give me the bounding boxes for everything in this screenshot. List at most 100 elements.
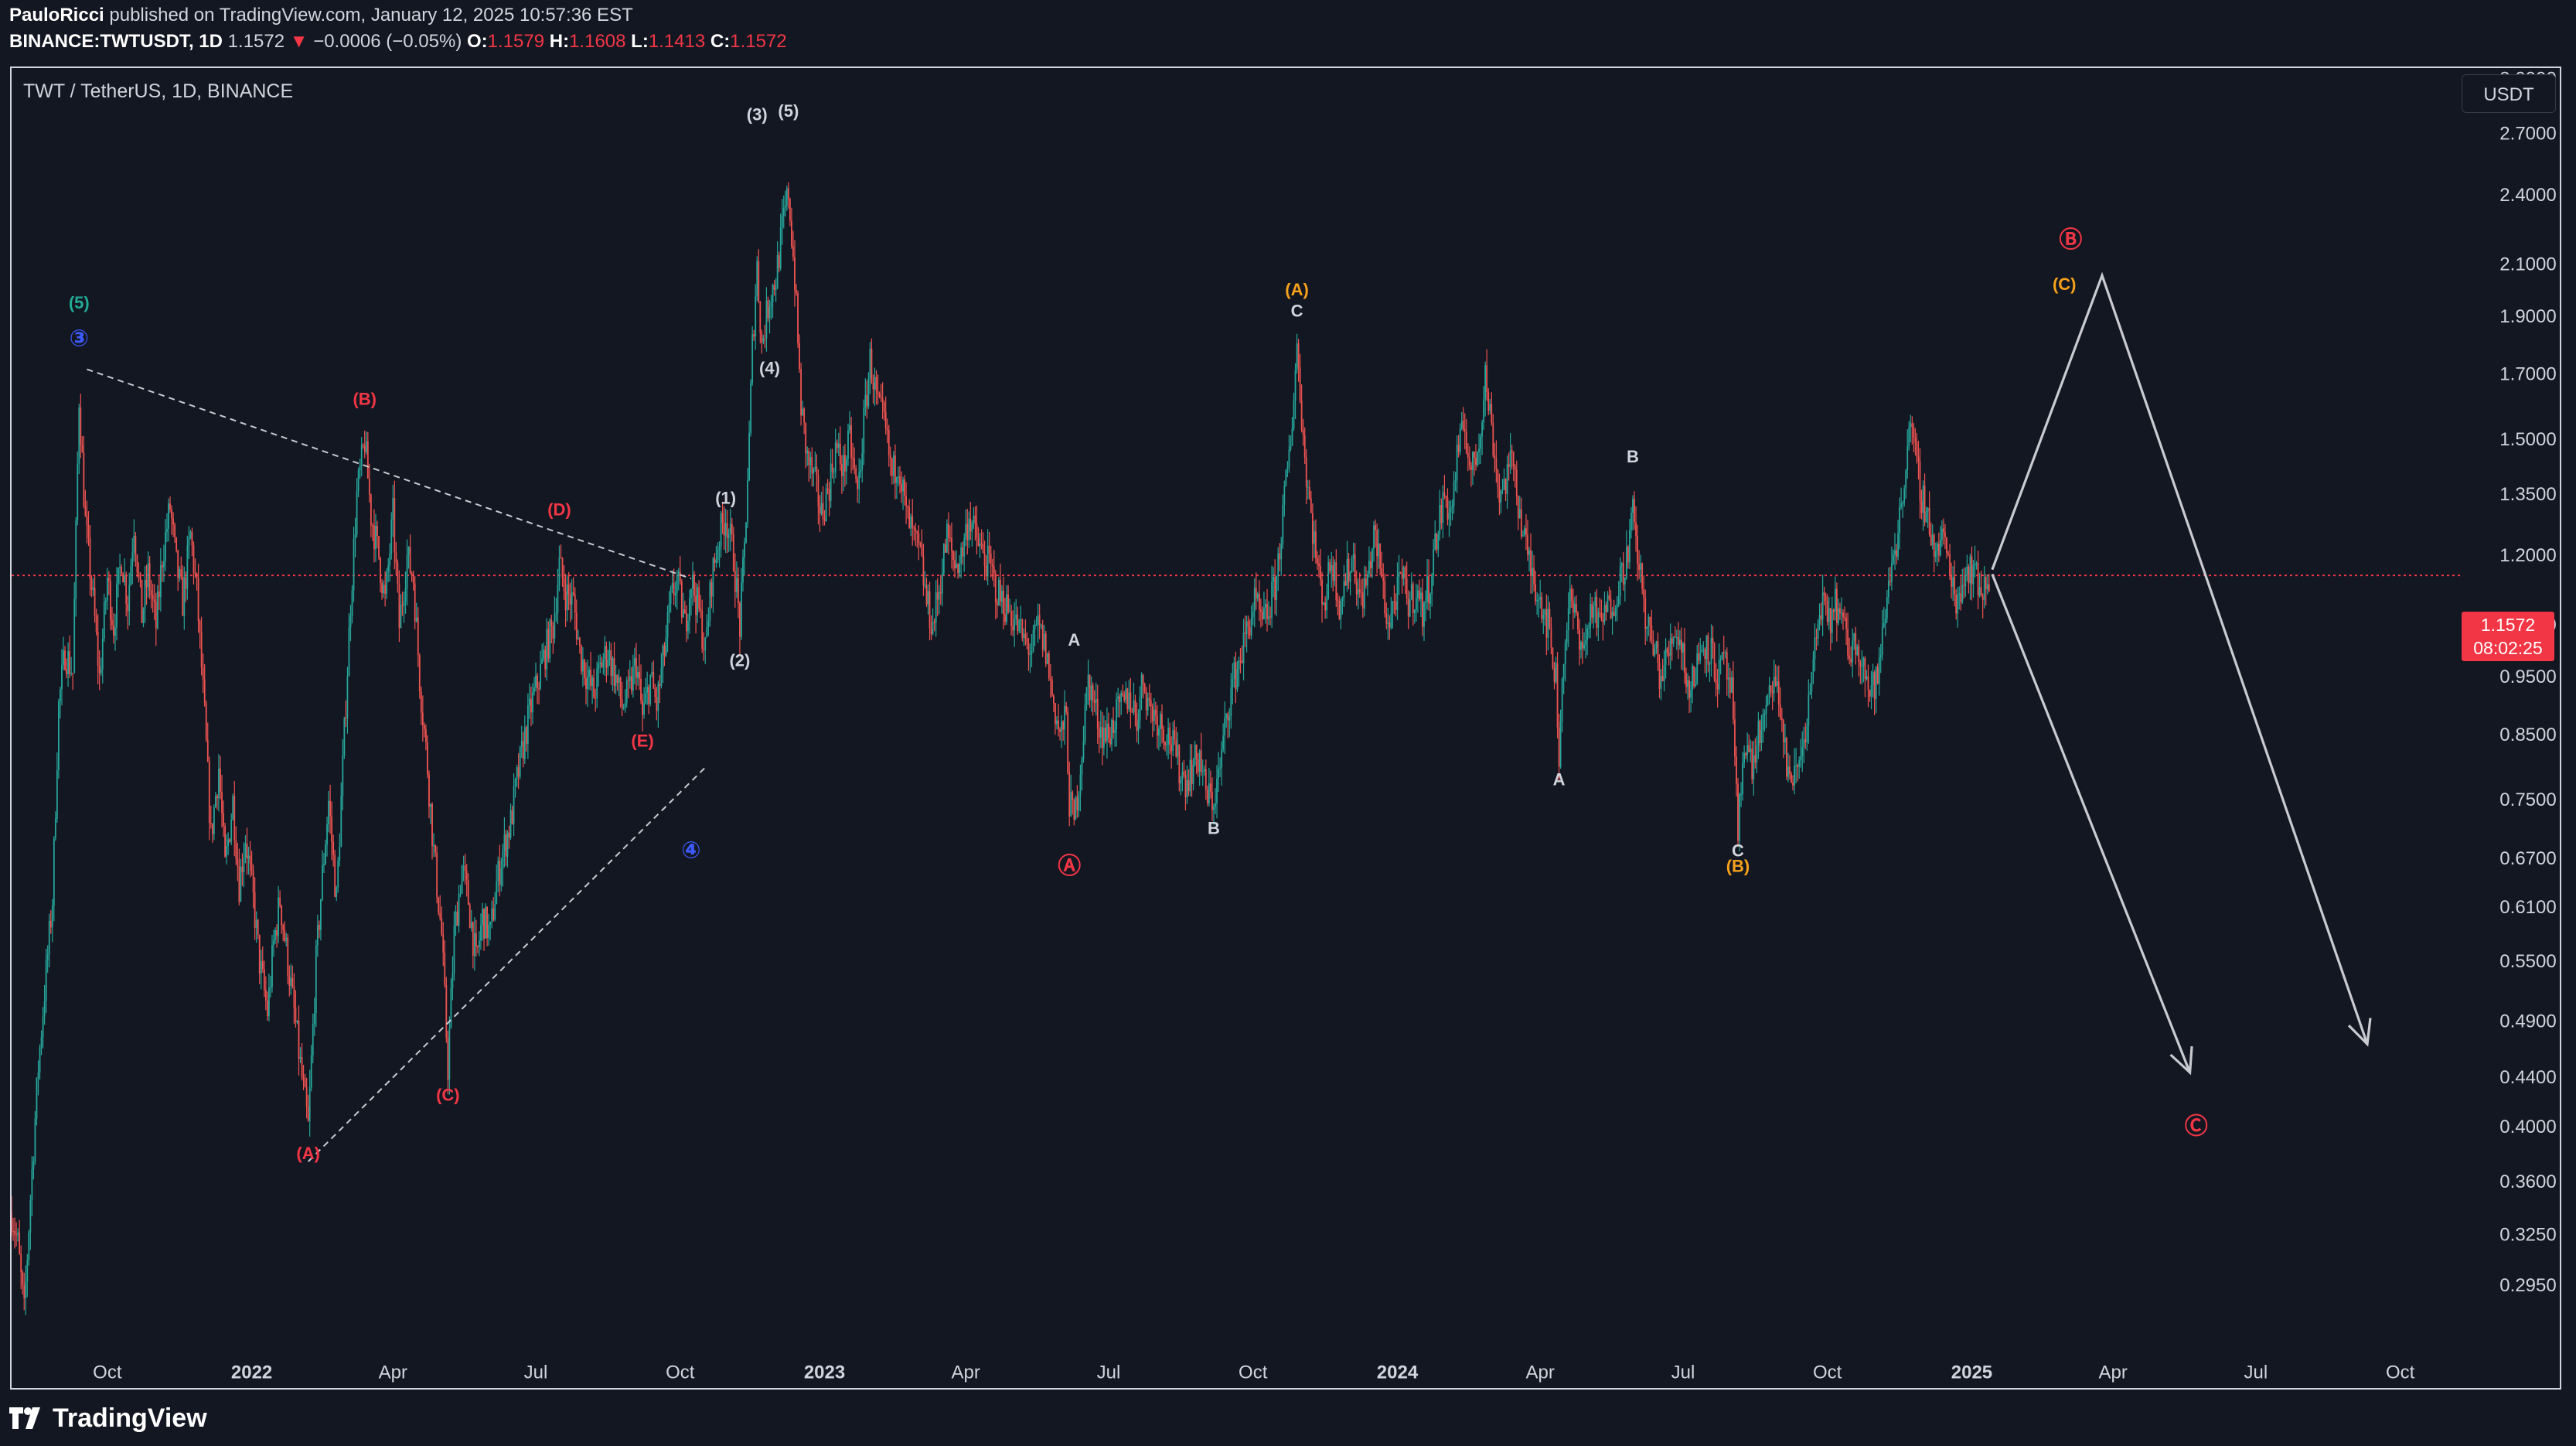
candle-body bbox=[1120, 693, 1123, 703]
author-name[interactable]: PauloRicci bbox=[9, 5, 104, 26]
candle-body bbox=[1327, 562, 1330, 599]
candle-body bbox=[1252, 611, 1254, 618]
candle-body bbox=[459, 893, 462, 895]
candle-body bbox=[1721, 652, 1723, 660]
triangle-trend-line bbox=[307, 766, 706, 1162]
candle-body bbox=[268, 987, 270, 1017]
publication-header: PauloRicci published on TradingView.com,… bbox=[0, 0, 2576, 65]
candle-body bbox=[1334, 562, 1336, 581]
wave-label: ④ bbox=[681, 838, 700, 864]
candle-body bbox=[356, 490, 358, 535]
candle-body bbox=[1756, 745, 1758, 763]
candle-body bbox=[1040, 625, 1042, 626]
candle-body bbox=[762, 338, 765, 343]
wave-label: (2) bbox=[729, 651, 750, 670]
candle-body bbox=[1358, 589, 1361, 592]
candle-body bbox=[892, 455, 894, 476]
candle-body bbox=[1024, 633, 1027, 639]
price-tick-label: 0.3250 bbox=[2499, 1225, 2556, 1246]
candle-body bbox=[549, 619, 551, 659]
candle-body bbox=[1784, 738, 1786, 742]
candle-body bbox=[1566, 630, 1568, 643]
candle-body bbox=[86, 516, 88, 525]
candle-body bbox=[1079, 774, 1082, 796]
candle-body bbox=[308, 1087, 311, 1121]
low-value: 1.1413 bbox=[648, 31, 706, 52]
candle-body bbox=[1468, 458, 1470, 466]
candle-body bbox=[1532, 568, 1533, 576]
candle-body bbox=[188, 538, 190, 546]
candle-body bbox=[101, 638, 104, 670]
candle-body bbox=[1951, 575, 1952, 587]
candle-body bbox=[544, 650, 547, 670]
candle-body bbox=[866, 394, 868, 407]
candle-body bbox=[1413, 609, 1416, 613]
candle-body bbox=[323, 864, 325, 866]
candle-body bbox=[1770, 685, 1772, 691]
candle-body bbox=[1682, 643, 1684, 653]
candle-body bbox=[587, 676, 588, 689]
candle-body bbox=[1371, 548, 1373, 568]
candle-body bbox=[543, 650, 545, 659]
candle-body bbox=[450, 987, 452, 1029]
candle-body bbox=[1715, 679, 1717, 684]
candle-body bbox=[1806, 725, 1808, 742]
currency-button[interactable]: USDT bbox=[2462, 74, 2556, 113]
tradingview-logo[interactable]: TradingView bbox=[9, 1401, 207, 1435]
candle-body bbox=[1922, 485, 1924, 513]
candle-body bbox=[1838, 608, 1839, 623]
triangle-trend-line bbox=[87, 368, 692, 580]
time-axis[interactable]: Oct 2022 Apr Jul Oct 2023 Apr Jul Oct 2024 Apr Jul O… bbox=[93, 1362, 2414, 1383]
candle-body bbox=[1433, 549, 1435, 576]
candle-body bbox=[1236, 669, 1239, 690]
candle-body bbox=[1495, 458, 1498, 470]
candle-body bbox=[886, 428, 888, 431]
candle-body bbox=[1142, 674, 1144, 685]
candle-body bbox=[1614, 608, 1617, 616]
candle-body bbox=[90, 579, 93, 590]
candle-body bbox=[944, 544, 946, 553]
candle-body bbox=[1884, 618, 1886, 624]
candle-body bbox=[1338, 601, 1341, 619]
candle-body bbox=[1705, 635, 1708, 660]
candle-body bbox=[66, 669, 67, 674]
candle-body bbox=[1748, 745, 1750, 752]
candle-body bbox=[1701, 650, 1703, 653]
candle-body bbox=[1544, 609, 1546, 615]
candle-body bbox=[1841, 612, 1842, 614]
price-change: −0.0006 (−0.05%) bbox=[313, 31, 462, 52]
candle-body bbox=[95, 616, 97, 633]
candle-body bbox=[302, 1076, 305, 1080]
price-axis[interactable]: 3.00002.70002.40002.10001.90001.70001.50… bbox=[2499, 69, 2556, 1296]
candle-body bbox=[768, 306, 771, 319]
candle-body bbox=[1460, 420, 1463, 429]
candle-body bbox=[407, 547, 410, 555]
candle-body bbox=[723, 523, 725, 536]
candle-body bbox=[593, 677, 595, 698]
candle-body bbox=[1504, 479, 1507, 494]
candle-body bbox=[761, 333, 763, 343]
candle-body bbox=[258, 935, 261, 974]
brand-name: TradingView bbox=[53, 1403, 207, 1433]
candle-body bbox=[1368, 561, 1370, 575]
candle-body bbox=[660, 668, 663, 687]
wave-label: (A) bbox=[1285, 280, 1309, 299]
candle-body bbox=[1605, 605, 1607, 612]
candle-body bbox=[1059, 729, 1061, 732]
candle-body bbox=[1681, 639, 1682, 653]
candle-body bbox=[927, 591, 929, 605]
candle-body bbox=[1687, 680, 1688, 687]
candle-body bbox=[574, 594, 576, 613]
candle-body bbox=[1070, 792, 1072, 817]
candle-body bbox=[425, 729, 427, 742]
candle-body bbox=[237, 859, 239, 867]
candle-body bbox=[150, 590, 152, 595]
candle-body bbox=[15, 1234, 17, 1236]
candle-body bbox=[148, 563, 151, 591]
wave-label: (5) bbox=[778, 101, 799, 121]
candle-body bbox=[1491, 404, 1493, 423]
candle-body bbox=[1975, 563, 1978, 564]
candle-body bbox=[1420, 592, 1422, 599]
candle-body bbox=[1241, 660, 1243, 663]
